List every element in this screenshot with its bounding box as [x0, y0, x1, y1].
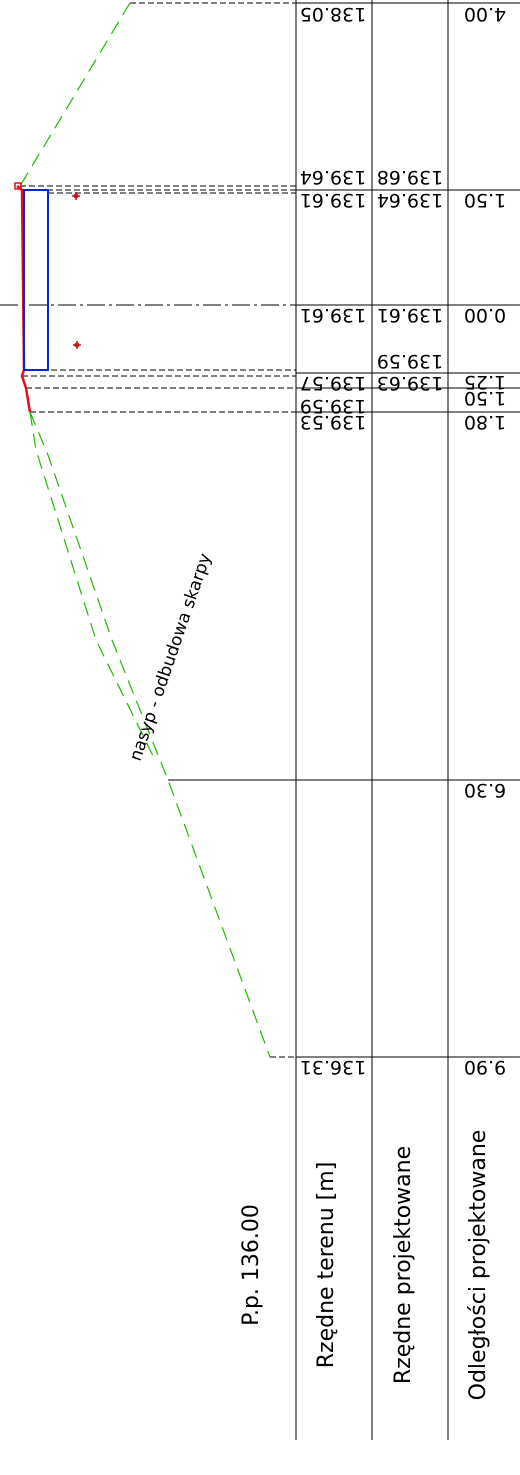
survey-marker-icon — [73, 341, 81, 349]
design-value: 139.68 — [377, 166, 443, 188]
terrain-value: 139.57 — [300, 372, 366, 394]
terrain-value: 139.64 — [300, 166, 366, 188]
distance-value: 1.50 — [464, 189, 506, 211]
terrain-value: 139.61 — [300, 304, 366, 326]
ground-line-slope-inner — [29, 411, 156, 761]
distance-value: 4.00 — [464, 3, 506, 25]
distance-value: 1.50 — [464, 387, 506, 409]
annotation-text: nasyp - odbudowa skarpy — [126, 551, 216, 764]
pipe-outline — [23, 189, 49, 371]
design-value: 139.63 — [377, 372, 443, 394]
survey-marker-icon — [72, 192, 80, 200]
terrain-value: 139.61 — [300, 189, 366, 211]
terrain-value: 136.31 — [300, 1056, 366, 1078]
design-profile-start-marker — [14, 182, 22, 190]
ground-line-slope-outer — [29, 411, 271, 1058]
row-label-terrain: Rzędne terenu [m] — [314, 1162, 339, 1369]
distance-value: 0.00 — [464, 304, 506, 326]
distance-value: 1.25 — [464, 371, 506, 393]
terrain-value: 139.59 — [300, 395, 366, 417]
reference-level-label: P.p. 136.00 — [239, 1204, 264, 1326]
distance-value: 6.30 — [464, 779, 506, 801]
design-value: 139.61 — [377, 304, 443, 326]
ground-line-top — [19, 2, 131, 187]
terrain-value: 139.53 — [300, 411, 366, 433]
distance-value: 1.80 — [464, 411, 506, 433]
distance-value: 9.90 — [464, 1056, 506, 1078]
design-value: 139.59 — [377, 350, 443, 372]
row-label-distances: Odległości projektowane — [466, 1130, 491, 1401]
row-label-design: Rzędne projektowane — [391, 1146, 416, 1384]
design-value: 139.64 — [377, 189, 443, 211]
terrain-value: 138.05 — [300, 3, 366, 25]
